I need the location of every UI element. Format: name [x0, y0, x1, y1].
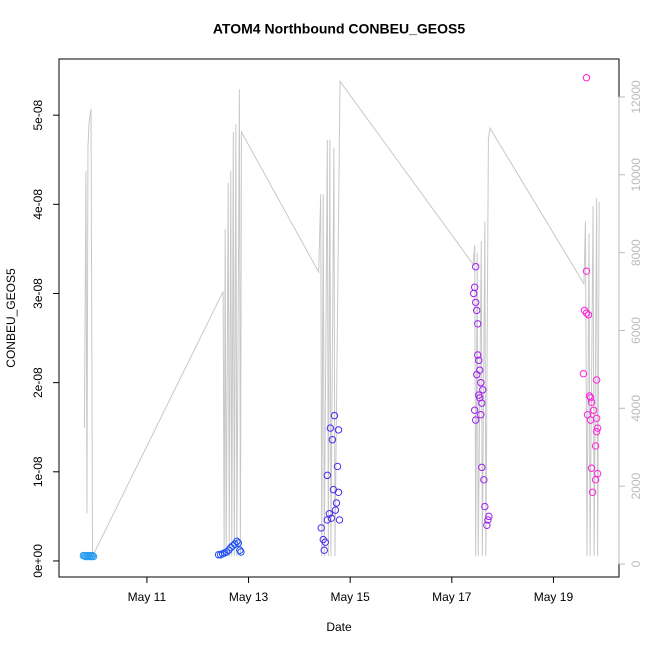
point: [479, 386, 487, 394]
point: [317, 524, 325, 532]
point: [582, 267, 591, 275]
x-tick-label: May 11: [128, 590, 167, 604]
point: [84, 551, 93, 560]
point: [586, 416, 595, 424]
point: [86, 551, 95, 560]
y2-tick-label: 8000: [629, 239, 643, 266]
point: [484, 516, 492, 524]
point: [584, 311, 593, 319]
point: [323, 471, 332, 480]
point: [85, 552, 94, 561]
y2-tick-label: 10000: [629, 158, 643, 192]
point: [593, 424, 602, 432]
chart-title: ATOM4 Northbound CONBEU_GEOS5: [213, 21, 465, 37]
point: [474, 351, 482, 359]
point: [478, 463, 486, 472]
point: [481, 502, 489, 511]
point: [483, 521, 491, 529]
point: [475, 356, 483, 365]
y2-tick-label: 0: [629, 560, 643, 567]
x-tick-label: May 13: [229, 590, 269, 604]
point: [471, 298, 480, 307]
point: [333, 462, 342, 471]
point: [237, 548, 245, 556]
point: [89, 552, 98, 561]
point: [471, 263, 480, 271]
point: [473, 306, 481, 315]
point: [592, 427, 601, 436]
point: [589, 406, 598, 414]
point: [326, 424, 335, 432]
point: [87, 552, 96, 561]
y2-tick-label: 4000: [629, 395, 643, 422]
point: [328, 435, 337, 444]
y-axis-label: CONBEU_GEOS5: [4, 268, 18, 368]
point: [579, 370, 588, 378]
point: [334, 488, 343, 497]
y-tick-label: 2e-08: [31, 367, 45, 398]
point: [477, 411, 485, 419]
point: [323, 516, 332, 524]
point: [477, 378, 485, 387]
y-tick-label: 1e-08: [31, 456, 45, 487]
point: [592, 376, 601, 384]
y2-tick-label: 2000: [629, 472, 643, 499]
point: [327, 514, 336, 522]
point: [470, 406, 479, 414]
point: [471, 416, 480, 424]
point: [234, 539, 243, 547]
y-tick-label: 0e+00: [31, 544, 45, 578]
point: [335, 516, 344, 524]
point: [485, 512, 493, 521]
point: [233, 537, 241, 546]
point: [332, 499, 341, 507]
point: [475, 391, 483, 399]
point: [582, 74, 591, 82]
point: [582, 309, 591, 317]
point: [586, 394, 595, 402]
point: [478, 399, 486, 407]
x-axis-label: Date: [326, 620, 352, 634]
x-tick-label: May 19: [534, 590, 574, 604]
y2-tick-label: 12000: [629, 80, 643, 114]
point: [476, 366, 484, 374]
point: [331, 506, 340, 514]
y-tick-label: 3e-08: [31, 278, 45, 309]
point: [469, 289, 478, 298]
point: [88, 551, 97, 560]
point: [321, 538, 329, 546]
point: [474, 320, 482, 328]
point: [587, 464, 596, 472]
y-tick-label: 5e-08: [31, 100, 45, 131]
point: [591, 476, 600, 484]
point: [236, 546, 244, 554]
point: [591, 442, 600, 450]
y2-tick-label: 6000: [629, 317, 643, 344]
point: [334, 426, 343, 434]
x-tick-label: May 17: [432, 590, 472, 604]
point: [588, 488, 597, 497]
point: [480, 476, 488, 484]
altitude-line: [83, 79, 600, 557]
point: [583, 411, 592, 419]
y-tick-label: 4e-08: [31, 189, 45, 220]
x-tick-label: May 15: [331, 590, 371, 604]
point: [330, 411, 339, 420]
point: [587, 398, 596, 406]
point: [222, 548, 231, 556]
point: [320, 546, 328, 554]
